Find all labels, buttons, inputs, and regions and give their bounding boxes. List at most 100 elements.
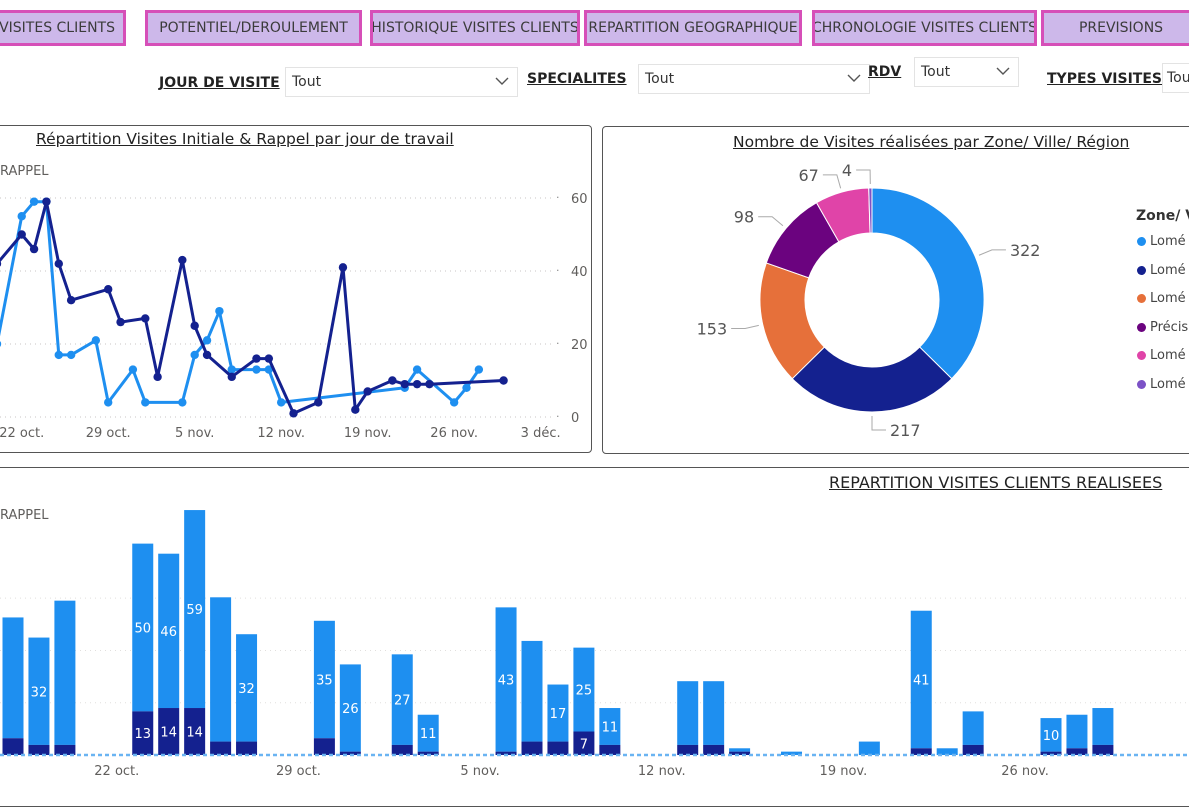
series-point (227, 365, 236, 374)
series-point (104, 285, 113, 294)
types-visites-dropdown[interactable]: Tout (1162, 63, 1189, 93)
series-point (227, 372, 236, 382)
bar-initiale (573, 647, 595, 732)
donut-slice (791, 346, 953, 413)
series-point (425, 379, 434, 389)
series-point (66, 296, 76, 305)
series-point (153, 372, 162, 382)
donut-legend-item[interactable]: Lomé (1137, 377, 1186, 392)
bar-chart[interactable]: RAPPEL 32 50 13 46 14 59 14 32 35 26 27 11 43 17 25 7 11 4… (0, 495, 1189, 793)
donut-legend-item[interactable]: Lomé (1137, 234, 1186, 249)
tab-6[interactable]: PREVISIONS (1041, 10, 1189, 46)
series-point (215, 306, 224, 316)
bar-rappel (677, 744, 699, 755)
bar-rappel (54, 744, 76, 755)
donut-leader (871, 416, 886, 431)
bar-data-label: 41 (913, 674, 930, 689)
tab-3[interactable]: HISTORIQUE VISITES CLIENTS (370, 10, 580, 46)
donut-legend-item[interactable]: Lomé (1137, 291, 1186, 306)
bar-initiale (1066, 714, 1088, 749)
bar-initiale (391, 654, 413, 745)
bar-rappel (962, 744, 984, 755)
legend-swatch (1137, 294, 1146, 304)
jour-de-visite-dropdown[interactable]: Tout (285, 67, 518, 97)
donut-chart[interactable]: 322 217 153 98 67 4 (602, 150, 1132, 450)
y-tick-dot: · (556, 191, 560, 204)
bar-initiale (495, 607, 517, 752)
series-point (29, 244, 39, 254)
x-tick-label: 19 nov. (344, 426, 392, 441)
donut-legend-item[interactable]: Lomé (1137, 263, 1186, 278)
series-point (276, 398, 286, 407)
x-tick-label: 29 oct. (276, 764, 321, 779)
line-legend-label: RAPPEL (0, 164, 49, 179)
filter-label-rdv: RDV (868, 64, 902, 80)
bar-initiale (2, 617, 24, 739)
legend-swatch (1137, 322, 1146, 332)
series-point (29, 197, 39, 206)
x-tick-label: 26 nov. (1001, 764, 1049, 779)
donut-legend-item[interactable]: Précis (1137, 320, 1188, 335)
bar-initiale (1040, 718, 1062, 752)
jour-de-visite-value: Tout (292, 74, 322, 90)
donut-legend-item[interactable]: Lomé (1137, 348, 1186, 363)
line-chart[interactable]: RAPPEL · 0 · 20 · 40 · 60 22 oct. 29 oct. 5 nov. 12 … (0, 150, 590, 450)
y-tick-label: 40 (571, 265, 588, 280)
bar-initiale (677, 681, 699, 745)
bar-data-label: 11 (602, 720, 619, 735)
bar-rappel (2, 738, 24, 755)
series-point (462, 383, 471, 392)
bar-initiale (132, 543, 154, 712)
series-point (190, 321, 199, 330)
rdv-value: Tout (921, 64, 951, 80)
donut-leader (731, 324, 759, 329)
y-tick-dot: · (556, 264, 560, 277)
series-point (141, 314, 150, 323)
tab-label: CHRONOLOGIE VISITES CLIENTS (812, 20, 1037, 36)
bar-data-label: 14 (186, 726, 203, 741)
bar-rappel (910, 748, 932, 755)
bar-initiale (521, 640, 543, 742)
donut-legend-title: Zone/ V (1136, 208, 1189, 224)
bar-data-label: 26 (342, 702, 359, 717)
bar-initiale (547, 684, 569, 742)
bar-initiale (54, 600, 76, 745)
bar-initiale (210, 597, 232, 742)
bar-initiale (858, 741, 880, 755)
filter-label-types-visites: TYPES VISITES (1047, 71, 1163, 87)
tab-1[interactable]: OU VISITES CLIENTS (0, 10, 126, 46)
rdv-dropdown[interactable]: Tout (914, 57, 1019, 87)
series-point (42, 197, 51, 206)
series-point (499, 376, 508, 385)
series-point (252, 354, 261, 363)
bar-initiale (599, 708, 621, 745)
tab-label: PREVISIONS (1078, 20, 1164, 36)
x-tick-label: 3 déc. (521, 426, 561, 441)
tab-2[interactable]: POTENTIEL/DEROULEMENT (145, 10, 362, 46)
series-point (289, 409, 298, 418)
y-tick-label: 0 (571, 411, 579, 426)
bar-data-label: 14 (160, 726, 177, 741)
bar-initiale (339, 664, 361, 752)
donut-leader (978, 249, 1006, 256)
bar-initiale (936, 748, 958, 755)
series-point (400, 379, 409, 389)
donut-slice (868, 187, 873, 234)
tab-4[interactable]: REPARTITION GEOGRAPHIQUE (584, 10, 802, 46)
types-visites-value: Tout (1167, 70, 1189, 86)
specialites-dropdown[interactable]: Tout (638, 64, 870, 94)
bar-initiale (781, 751, 802, 755)
legend-swatch (1137, 380, 1146, 389)
series-point (338, 263, 348, 272)
legend-swatch (1137, 237, 1146, 246)
bar-data-label: 7 (580, 737, 588, 752)
bar-rappel (313, 738, 335, 755)
series-point (474, 365, 484, 374)
legend-label: Lomé (1150, 377, 1186, 392)
bar-initiale (236, 634, 258, 742)
y-tick-dot: · (556, 337, 560, 350)
series-point (178, 398, 187, 407)
series-point (252, 365, 261, 374)
bar-data-label: 43 (498, 674, 515, 689)
tab-5[interactable]: CHRONOLOGIE VISITES CLIENTS (812, 10, 1037, 46)
